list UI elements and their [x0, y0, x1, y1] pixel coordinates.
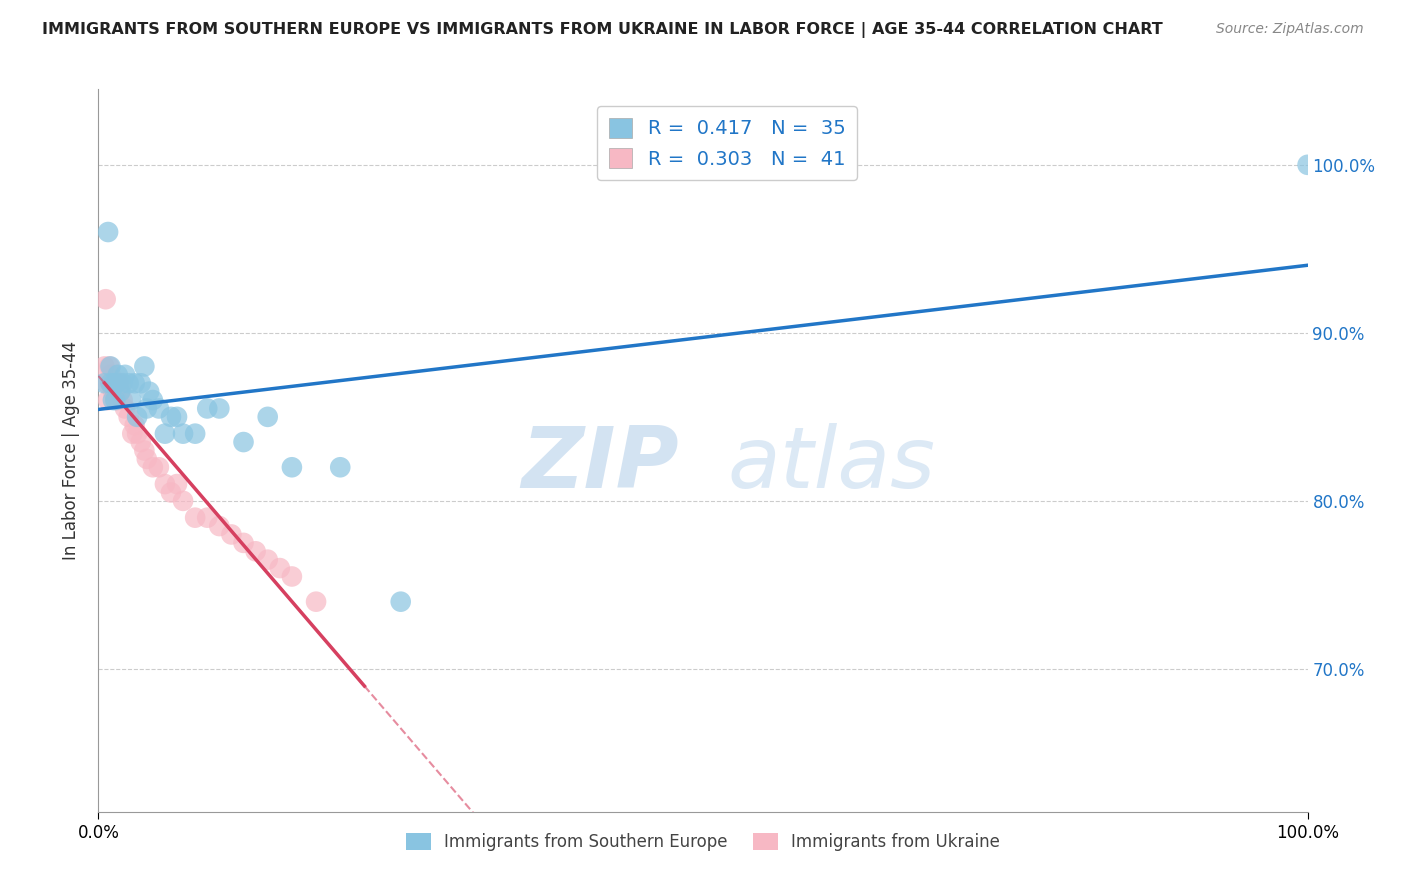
Point	[97, 392, 120, 407]
Point	[100, 368, 122, 382]
Point	[108, 384, 131, 399]
Point	[305, 595, 328, 609]
Point	[166, 409, 188, 424]
Point	[111, 392, 134, 407]
Point	[129, 435, 152, 450]
Point	[121, 426, 143, 441]
Point	[97, 225, 120, 239]
Point	[104, 384, 127, 399]
Point	[101, 384, 124, 399]
Point	[160, 409, 183, 424]
Point	[94, 292, 117, 306]
Point	[166, 477, 188, 491]
Point	[281, 460, 304, 475]
Point	[329, 460, 352, 475]
Point	[114, 401, 136, 416]
Point	[153, 426, 176, 441]
Point	[105, 376, 128, 391]
Point	[208, 519, 231, 533]
Point	[172, 494, 194, 508]
Point	[124, 418, 146, 433]
Point	[105, 376, 128, 391]
Point	[142, 392, 165, 407]
Point	[100, 376, 122, 391]
Point	[120, 392, 142, 407]
Point	[232, 536, 254, 550]
Text: atlas: atlas	[727, 424, 935, 507]
Point	[153, 477, 176, 491]
Point	[114, 368, 136, 382]
Point	[281, 569, 304, 583]
Point	[118, 409, 141, 424]
Point	[221, 527, 243, 541]
Point	[172, 426, 194, 441]
Y-axis label: In Labor Force | Age 35-44: In Labor Force | Age 35-44	[62, 341, 80, 560]
Point	[1296, 158, 1319, 172]
Point	[232, 435, 254, 450]
Point	[98, 359, 121, 374]
Point	[135, 401, 157, 416]
Point	[101, 392, 124, 407]
Point	[96, 376, 118, 391]
Point	[184, 426, 207, 441]
Point	[110, 376, 132, 391]
Point	[100, 376, 122, 391]
Point	[195, 510, 218, 524]
Point	[93, 359, 115, 374]
Point	[124, 376, 146, 391]
Point	[269, 561, 291, 575]
Point	[256, 409, 278, 424]
Point	[195, 401, 218, 416]
Point	[127, 426, 149, 441]
Point	[103, 376, 125, 391]
Point	[148, 460, 170, 475]
Text: ZIP: ZIP	[522, 424, 679, 507]
Point	[127, 409, 149, 424]
Point	[134, 359, 156, 374]
Point	[256, 552, 278, 566]
Point	[389, 595, 412, 609]
Point	[135, 451, 157, 466]
Point	[160, 485, 183, 500]
Text: IMMIGRANTS FROM SOUTHERN EUROPE VS IMMIGRANTS FROM UKRAINE IN LABOR FORCE | AGE : IMMIGRANTS FROM SOUTHERN EUROPE VS IMMIG…	[42, 22, 1163, 38]
Point	[107, 392, 129, 407]
Point	[107, 368, 129, 382]
Point	[108, 384, 131, 399]
Point	[148, 401, 170, 416]
Point	[111, 376, 134, 391]
Point	[100, 376, 122, 391]
Point	[103, 376, 125, 391]
Point	[108, 376, 131, 391]
Point	[138, 384, 160, 399]
Point	[142, 460, 165, 475]
Point	[100, 359, 122, 374]
Text: Source: ZipAtlas.com: Source: ZipAtlas.com	[1216, 22, 1364, 37]
Legend: Immigrants from Southern Europe, Immigrants from Ukraine: Immigrants from Southern Europe, Immigra…	[399, 826, 1007, 857]
Point	[134, 443, 156, 458]
Point	[245, 544, 267, 558]
Point	[129, 376, 152, 391]
Point	[93, 376, 115, 391]
Point	[208, 401, 231, 416]
Point	[104, 392, 127, 407]
Point	[184, 510, 207, 524]
Point	[118, 376, 141, 391]
